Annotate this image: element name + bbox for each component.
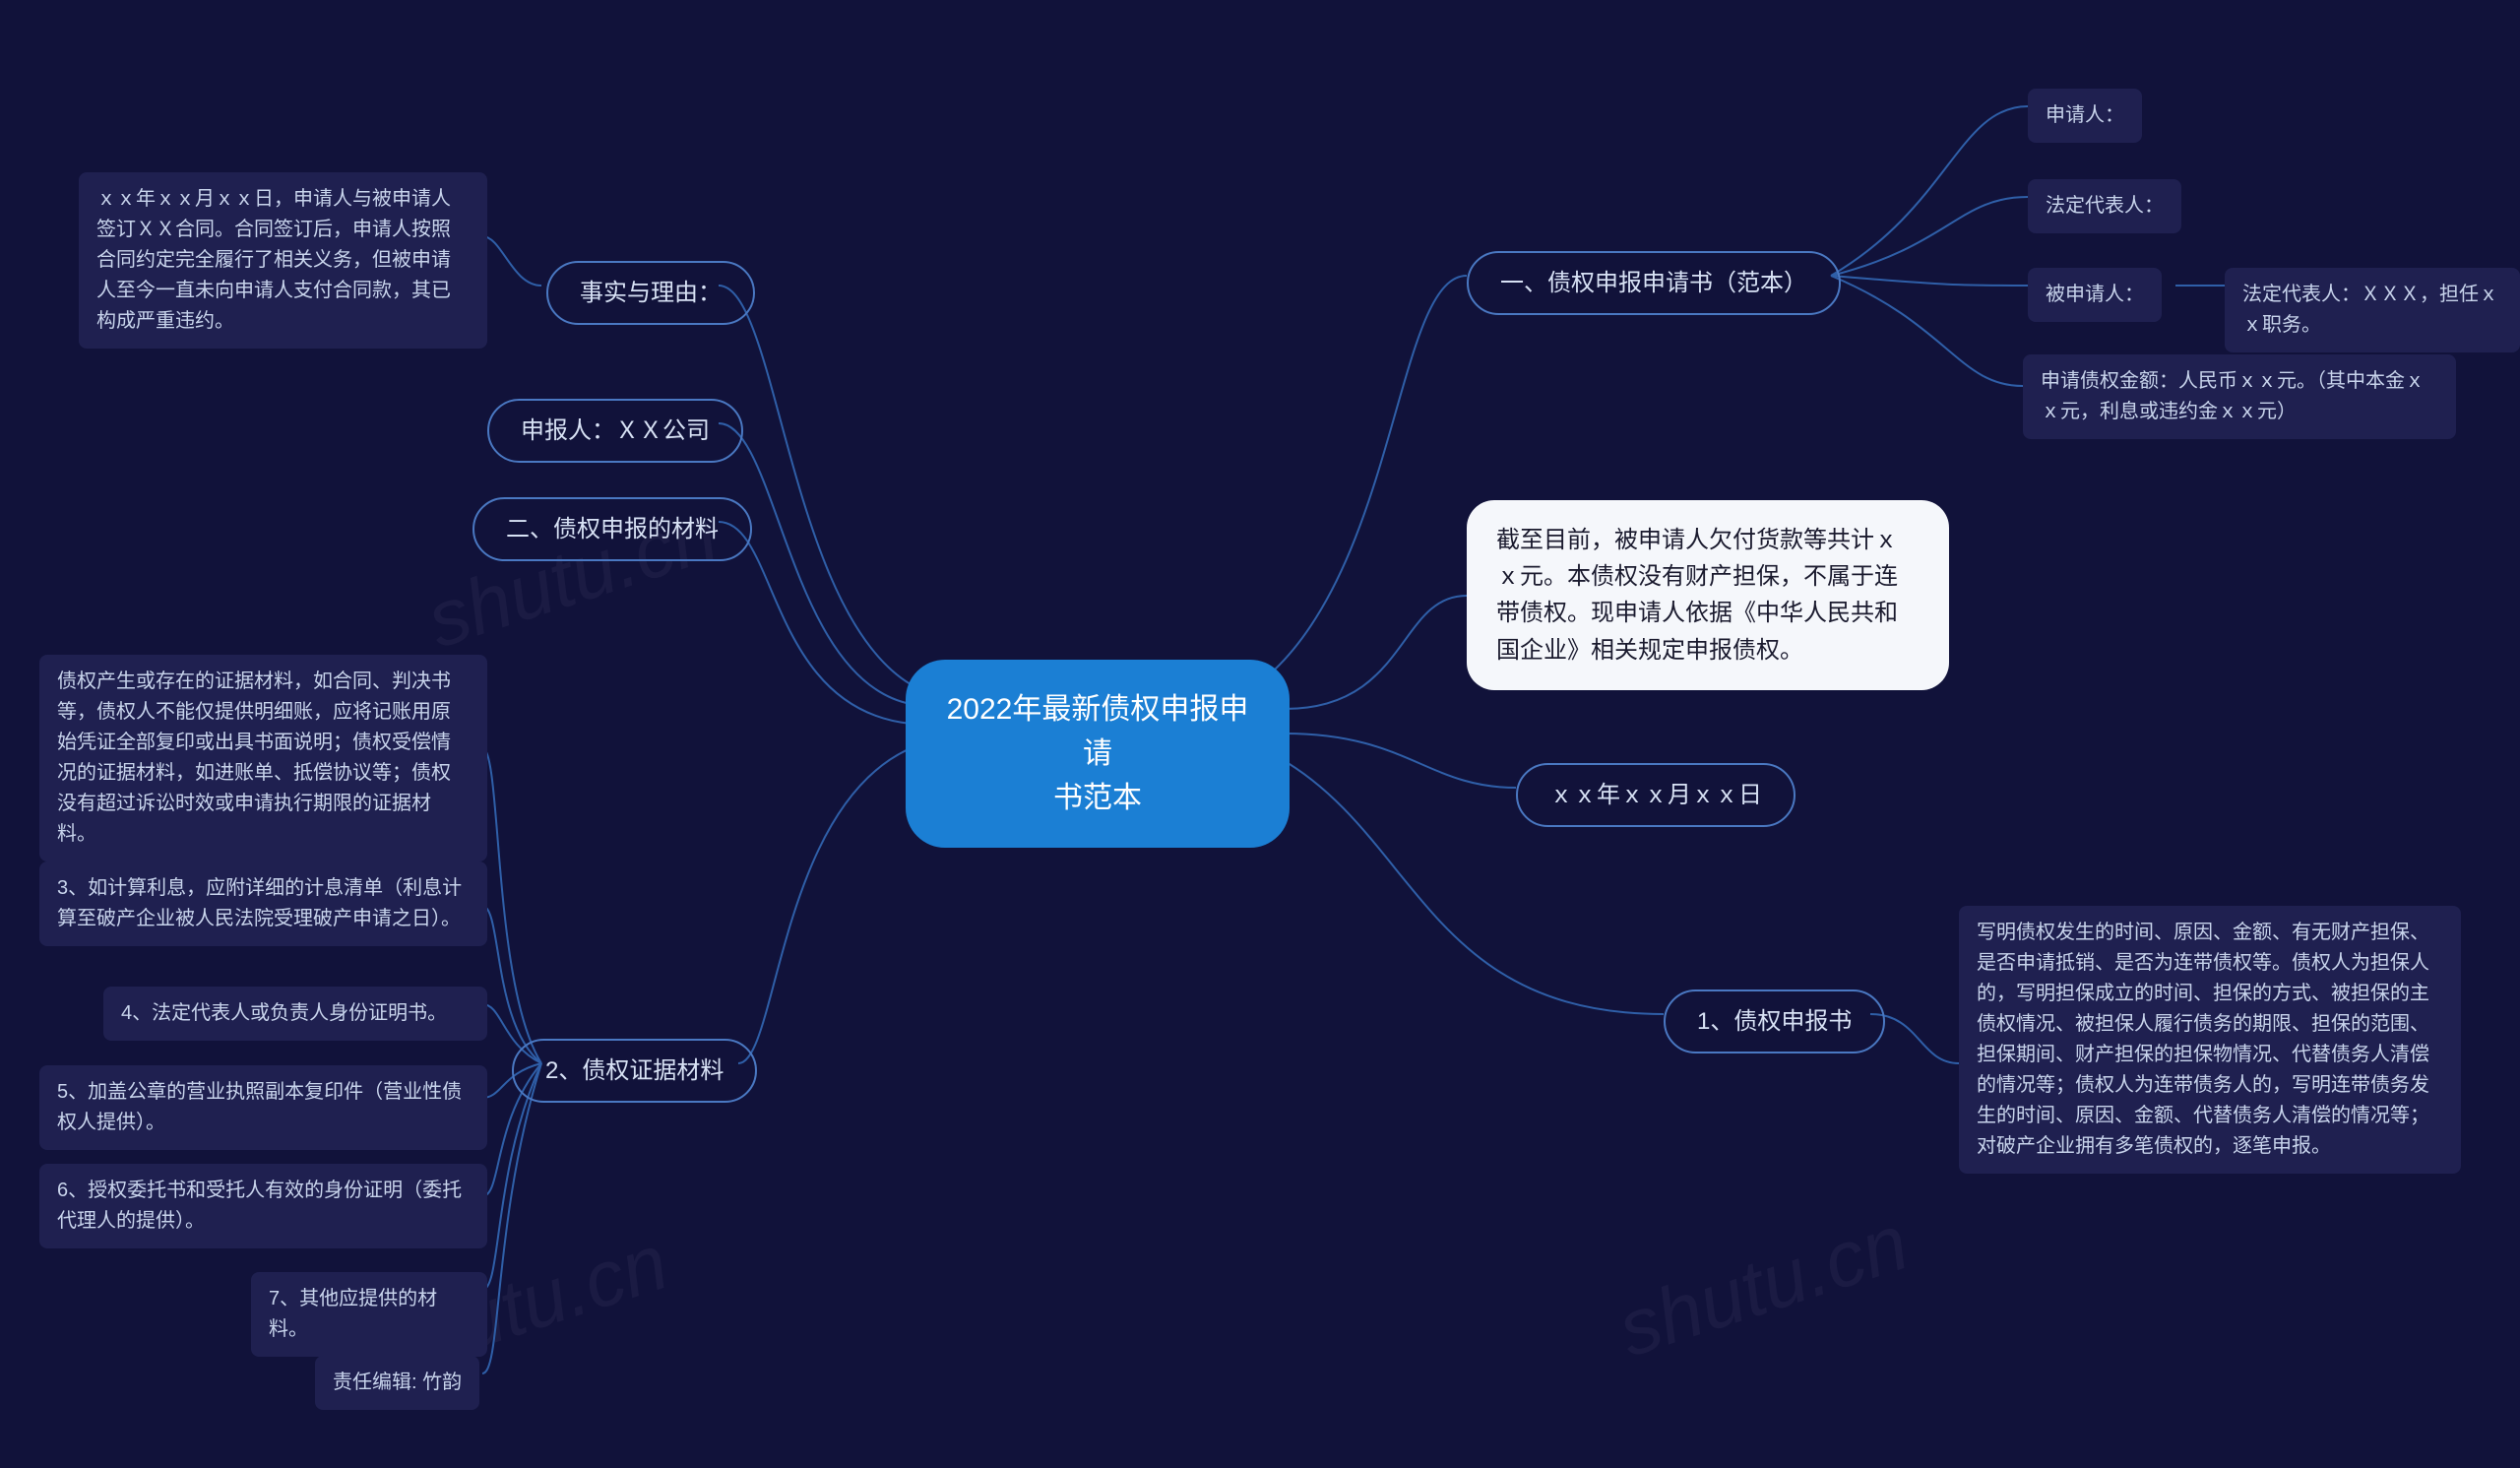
node-r1-c1: 申请人： [2028, 89, 2142, 143]
node-l1-child: ｘｘ年ｘｘ月ｘｘ日，申请人与被申请人签订ＸＸ合同。合同签订后，申请人按照合同约定… [79, 172, 487, 349]
node-l2: 申报人：ＸＸ公司 [487, 399, 743, 463]
node-l4-m6: 7、其他应提供的材料。 [251, 1272, 487, 1357]
node-l4-m4: 5、加盖公章的营业执照副本复印件（营业性债权人提供）。 [39, 1065, 487, 1150]
node-r1-c3: 被申请人： [2028, 268, 2162, 322]
node-l4: 2、债权证据材料 [512, 1039, 757, 1103]
node-l1: 事实与理由： [546, 261, 755, 325]
node-r4: 1、债权申报书 [1664, 989, 1885, 1053]
node-l3: 二、债权申报的材料 [472, 497, 752, 561]
node-l4-m3: 4、法定代表人或负责人身份证明书。 [103, 987, 487, 1041]
node-r1: 一、债权申报申请书（范本） [1467, 251, 1841, 315]
node-r3: ｘｘ年ｘｘ月ｘｘ日 [1516, 763, 1796, 827]
center-line1: 2022年最新债权申报申请 [945, 687, 1250, 776]
node-r1-c2: 法定代表人： [2028, 179, 2181, 233]
node-r1-c4: 申请债权金额：人民币ｘｘ元。（其中本金ｘｘ元，利息或违约金ｘｘ元） [2023, 354, 2456, 439]
node-l4-m5: 6、授权委托书和受托人有效的身份证明（委托代理人的提供）。 [39, 1164, 487, 1248]
center-topic: 2022年最新债权申报申请 书范本 [906, 660, 1290, 848]
node-r2: 截至目前，被申请人欠付货款等共计ｘｘ元。本债权没有财产担保，不属于连带债权。现申… [1467, 500, 1949, 690]
node-r4-child: 写明债权发生的时间、原因、金额、有无财产担保、是否申请抵销、是否为连带债权等。债… [1959, 906, 2461, 1174]
node-r1-c3-child: 法定代表人：ＸＸＸ，担任ｘｘ职务。 [2225, 268, 2520, 352]
center-line2: 书范本 [945, 776, 1250, 820]
watermark: shutu.cn [1607, 1197, 1919, 1375]
node-l4-m1: 债权产生或存在的证据材料，如合同、判决书等，债权人不能仅提供明细账，应将记账用原… [39, 655, 487, 862]
node-l4-m7: 责任编辑: 竹韵 [315, 1356, 479, 1410]
node-l4-m2: 3、如计算利息，应附详细的计息清单（利息计算至破产企业被人民法院受理破产申请之日… [39, 862, 487, 946]
